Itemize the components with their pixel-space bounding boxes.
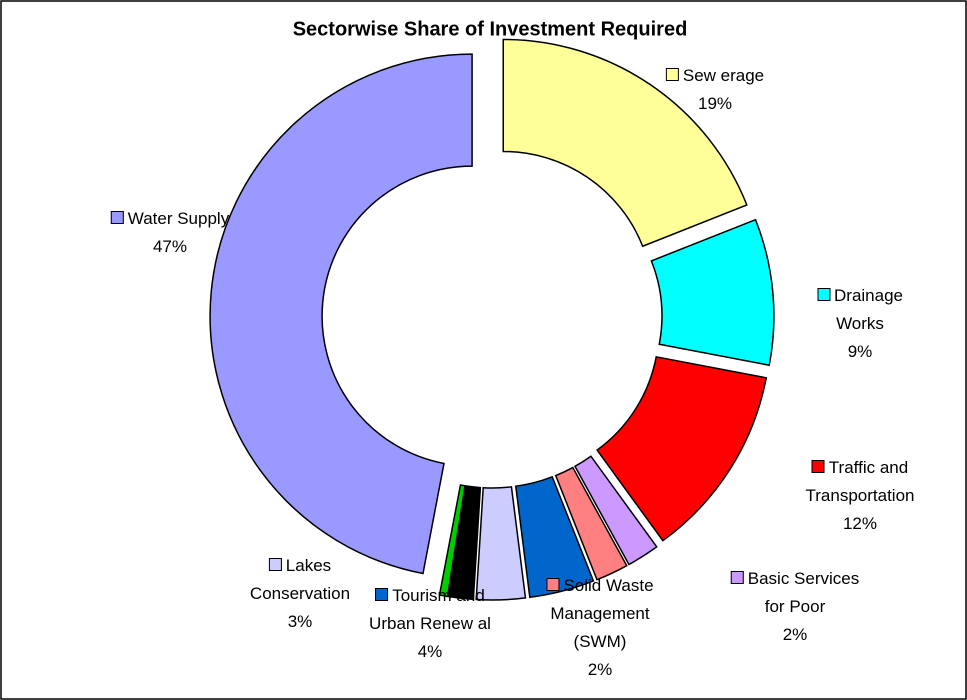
value-label: 19% [697,94,733,113]
value-label: 2% [587,660,613,679]
legend-marker [730,571,744,584]
slice-label: Sew erage 19% [665,62,765,118]
category-name: Traffic and Transportation [805,458,915,505]
donut-slice [596,355,768,542]
legend-marker [817,288,830,301]
slice-label: Solid Waste Management (SWM) 2% [546,572,654,684]
value-label: 9% [847,342,873,361]
slice-label: Water Supply 47% [110,205,230,261]
category-name: Tourism and Urban Renew al [369,586,491,633]
value-label: 47% [152,237,188,256]
category-name: Drainage Works [834,286,903,333]
legend-marker [375,588,389,601]
legend-marker [811,460,825,473]
legend-marker [110,211,124,224]
donut-slice [447,485,482,601]
slice-label: Drainage Works 9% [807,282,914,366]
donut-slice [438,484,466,598]
donut-slice [514,475,595,599]
slice-label: Tourism and Urban Renew al 4% [369,582,491,666]
donut-slice [209,53,473,575]
slice-label: Traffic and Transportation 12% [806,454,915,538]
donut-slice [573,455,658,566]
value-label: 4% [417,642,443,661]
slice-label: Basic Services for Poor 2% [730,565,860,649]
legend-marker [665,68,679,81]
donut-slice [650,218,775,367]
category-name: Basic Services for Poor [747,569,860,616]
value-label: 3% [287,612,313,631]
donut-slice [502,38,748,248]
donut-slice [554,466,628,581]
legend-marker [268,558,282,571]
category-name: Water Supply [127,209,230,228]
chart-title: Sectorwise Share of Investment Required [293,18,688,40]
value-label: 12% [842,514,878,533]
legend-marker [546,578,560,591]
category-name: Solid Waste Management (SWM) [550,576,654,651]
category-name: Sew erage [682,66,765,85]
value-label: 2% [782,625,808,644]
slice-label: Lakes Conservation 3% [250,552,350,636]
category-name: Lakes Conservation [249,556,351,603]
donut-slice [475,485,527,601]
